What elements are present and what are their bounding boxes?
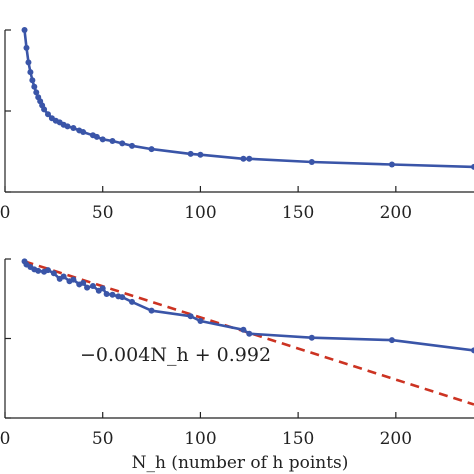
data-point xyxy=(187,150,194,157)
data-point xyxy=(84,284,91,291)
data-point xyxy=(119,140,126,147)
data-point xyxy=(109,137,116,144)
data-point xyxy=(148,146,155,153)
data-point xyxy=(246,330,253,337)
data-point xyxy=(23,44,30,51)
data-point xyxy=(89,283,96,290)
data-point xyxy=(119,294,126,301)
x-tick-label: 150 xyxy=(282,203,314,223)
x-tick-label: 100 xyxy=(184,203,216,223)
data-point xyxy=(31,83,38,90)
data-point xyxy=(44,111,51,118)
data-point xyxy=(246,155,253,162)
data-point xyxy=(388,337,395,344)
x-tick-label: 150 xyxy=(282,429,314,449)
x-tick-label: 100 xyxy=(184,429,216,449)
data-point xyxy=(70,276,77,283)
data-point xyxy=(21,27,28,33)
x-tick-label: 200 xyxy=(380,203,412,223)
data-point xyxy=(35,267,42,274)
fit-line xyxy=(24,260,474,406)
x-axis-label: N_h (number of h points) xyxy=(132,453,349,473)
x-tick-label: 50 xyxy=(92,429,114,449)
data-point xyxy=(129,298,136,305)
data-point xyxy=(25,59,32,66)
data-point xyxy=(60,273,67,280)
data-point xyxy=(240,326,247,333)
data-point xyxy=(471,163,474,170)
data-point xyxy=(41,106,48,113)
data-point xyxy=(187,313,194,320)
x-tick-label: 50 xyxy=(92,203,114,223)
top-panel: 0 50 100 150 200 xyxy=(0,27,474,223)
data-point xyxy=(80,279,87,286)
series-line xyxy=(23,260,474,352)
x-tick-label: 200 xyxy=(380,429,412,449)
data-point xyxy=(308,159,315,166)
data-point xyxy=(103,290,110,297)
data-point xyxy=(471,347,474,354)
data-point xyxy=(308,334,315,341)
x-tick-label: 0 xyxy=(0,203,10,223)
fit-annotation: −0.004N_h + 0.992 xyxy=(80,344,271,366)
data-point xyxy=(388,161,395,168)
data-point xyxy=(64,123,71,130)
data-point xyxy=(109,291,116,298)
bottom-panel: 0 50 100 150 200 −0.004N_h + 0.992 N_h (number… xyxy=(0,258,474,473)
data-point xyxy=(50,270,57,277)
data-point xyxy=(99,285,106,292)
data-point xyxy=(240,155,247,162)
data-point xyxy=(148,307,155,314)
data-point xyxy=(70,125,77,132)
x-tick-label: 0 xyxy=(0,429,10,449)
data-point xyxy=(33,89,40,96)
data-point xyxy=(197,151,204,158)
data-point xyxy=(44,267,51,274)
data-point xyxy=(27,69,34,76)
data-point xyxy=(129,142,136,149)
data-point xyxy=(99,136,106,143)
data-point xyxy=(29,77,36,84)
data-point xyxy=(93,133,100,140)
series-line xyxy=(23,29,474,169)
data-point xyxy=(80,129,87,136)
data-point xyxy=(197,318,204,325)
